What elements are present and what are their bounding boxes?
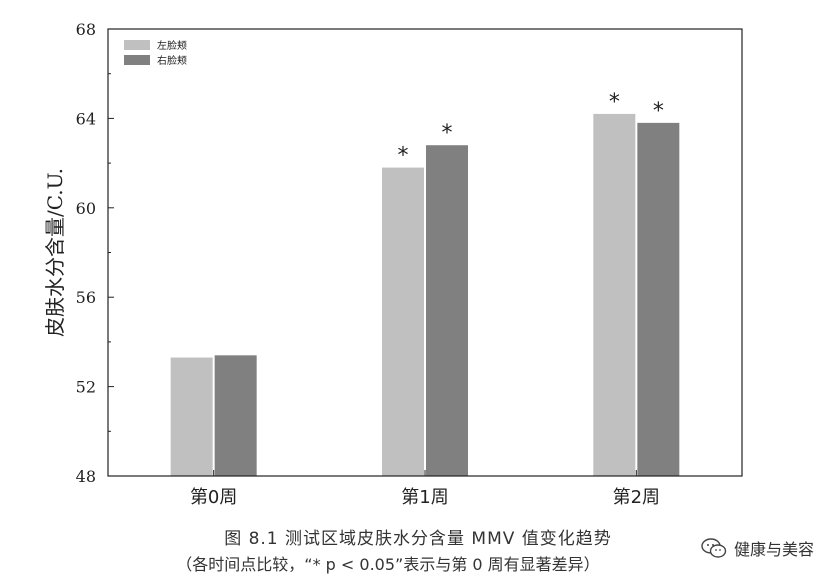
bar-右脸颊-第1周 bbox=[426, 145, 468, 476]
legend-label: 左脸颊 bbox=[157, 39, 187, 52]
y-tick-label: 60 bbox=[76, 199, 96, 218]
significance-star: * bbox=[653, 99, 664, 124]
y-axis: 48 52 56 60 64 68 bbox=[76, 20, 114, 486]
watermark: 健康与美容 bbox=[700, 536, 814, 560]
legend-swatch bbox=[124, 40, 150, 50]
y-tick-label: 52 bbox=[76, 378, 96, 397]
significance-star: * bbox=[398, 144, 409, 169]
watermark-text: 健康与美容 bbox=[733, 540, 814, 559]
figure-caption-note: （各时间点比较，“* p < 0.05”表示与第 0 周有显著差异） bbox=[176, 555, 600, 574]
x-tick-label: 第1周 bbox=[401, 487, 448, 508]
bar-左脸颊-第1周 bbox=[382, 167, 424, 476]
x-tick-label: 第2周 bbox=[613, 487, 660, 508]
y-tick-label: 68 bbox=[76, 20, 96, 39]
y-tick-label: 56 bbox=[76, 288, 96, 307]
significance-layer: * * * * bbox=[398, 90, 664, 169]
bar-左脸颊-第0周 bbox=[170, 357, 213, 476]
bar-右脸颊-第2周 bbox=[637, 122, 680, 477]
figure-caption: 图 8.1 测试区域皮肤水分含量 MMV 值变化趋势 bbox=[224, 529, 612, 549]
y-tick-label: 48 bbox=[76, 467, 96, 486]
bar-左脸颊-第2周 bbox=[593, 113, 636, 477]
significance-star: * bbox=[442, 121, 453, 146]
x-axis: 第0周 第1周 第2周 bbox=[190, 470, 660, 508]
bar-右脸颊-第0周 bbox=[214, 355, 257, 476]
wechat-icon bbox=[701, 538, 727, 558]
y-axis-label: 皮肤水分含量/C.U. bbox=[43, 168, 67, 337]
legend-label: 右脸颊 bbox=[157, 54, 187, 67]
y-tick-label: 64 bbox=[76, 109, 96, 128]
x-tick-label: 第0周 bbox=[190, 487, 237, 508]
bars-layer bbox=[170, 113, 680, 477]
legend-swatch bbox=[124, 55, 150, 65]
significance-star: * bbox=[609, 90, 620, 115]
